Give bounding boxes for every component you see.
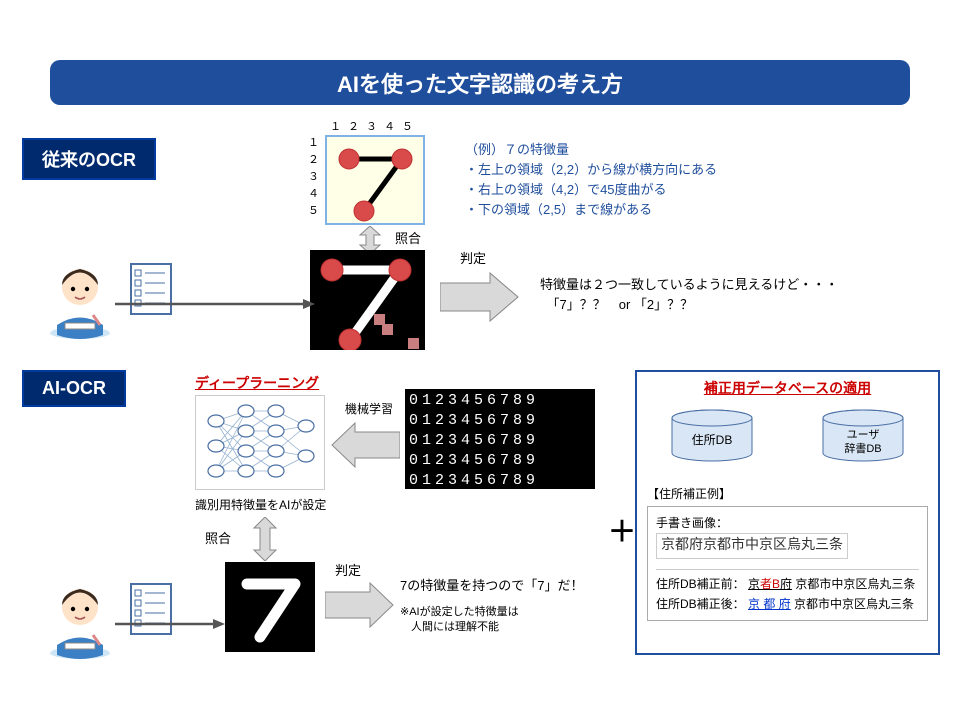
match-label-upper: 照合 xyxy=(395,228,421,247)
noisy-seven-svg xyxy=(310,250,425,350)
before-rest: 京都市中京区烏丸三条 xyxy=(792,577,915,591)
clean-seven-box xyxy=(225,562,315,652)
judge-result-text: 7の特徴量を持つので「7」だ！ xyxy=(400,575,583,594)
section-label-ocr: 従来のOCR xyxy=(22,138,156,180)
mnist-r4: 0123456789 xyxy=(409,471,591,491)
y1: １ xyxy=(308,135,319,152)
grid-y-labels: １ ２ ３ ４ ５ xyxy=(308,135,319,220)
y3: ３ xyxy=(308,169,319,186)
machine-learning-arrow xyxy=(330,420,400,475)
grid-x-labels: １２３４５ xyxy=(325,118,425,134)
bk: 京 xyxy=(748,577,760,591)
ai-label-text: AI-OCR xyxy=(42,378,106,398)
section-label-ai: AI-OCR xyxy=(22,370,126,407)
match-label-lower: 照合 xyxy=(205,528,231,547)
ai-note: ※AIが設定した特徴量は 人間には理解不能 xyxy=(400,605,519,635)
ex-1: ・左上の領域（2,2）から線が横方向にある xyxy=(465,160,717,180)
db-cylinders: 住所DB ユーザ 辞書DB xyxy=(637,408,938,471)
ex-3: ・下の領域（2,5）まで線がある xyxy=(465,200,717,220)
y5: ５ xyxy=(308,203,319,220)
example-text: （例）７の特徴量 ・左上の領域（2,2）から線が横方向にある ・右上の領域（4,… xyxy=(465,140,717,220)
seven-svg xyxy=(327,137,423,223)
ai-note-1: ※AIが設定した特徴量は xyxy=(400,605,519,620)
mnist-r3: 0123456789 xyxy=(409,451,591,471)
y2: ２ xyxy=(308,152,319,169)
correction-title: 【住所補正例】 xyxy=(647,485,938,502)
mnist-r2: 0123456789 xyxy=(409,431,591,451)
arrow-person-to-box-upper xyxy=(115,297,315,316)
person-icon-lower xyxy=(45,575,115,665)
mnist-box: 0123456789 0123456789 0123456789 0123456… xyxy=(405,389,595,489)
neural-net-svg xyxy=(196,396,326,491)
handwriting-row: 手書き画像： 京都府京都市中京区烏丸三条 xyxy=(656,513,919,559)
after-good: 京 都 府 xyxy=(748,597,791,611)
seven-feature-grid xyxy=(325,135,425,225)
j1-1: 特徴量は２つ一致しているように見えるけど・・・ xyxy=(540,275,838,295)
bb: 者B xyxy=(760,577,780,591)
title-bar: AIを使った文字認識の考え方 xyxy=(50,60,910,105)
bf: 府 xyxy=(780,577,792,591)
arrow-person-to-box-lower xyxy=(115,617,225,636)
noisy-seven-box xyxy=(310,250,425,350)
svg-text:住所DB: 住所DB xyxy=(692,433,733,447)
plus-sign: ＋ xyxy=(608,510,636,550)
deep-learning-title: ディープラーニング xyxy=(195,373,319,393)
mnist-r1: 0123456789 xyxy=(409,411,591,431)
ex-h: （例）７の特徴量 xyxy=(465,140,717,160)
judge-arrow-lower xyxy=(325,580,395,635)
clean-seven-svg xyxy=(225,562,315,652)
person-icon-upper xyxy=(45,255,115,345)
correction-box: 手書き画像： 京都府京都市中京区烏丸三条 住所DB補正前： 京者B府 京都市中京… xyxy=(647,506,928,621)
judge-arrow-upper xyxy=(440,270,520,330)
handwriting-image: 京都府京都市中京区烏丸三条 xyxy=(656,533,848,559)
ocr-label-text: 従来のOCR xyxy=(42,150,136,170)
j1-2: 「7」？？ or 「2」？？ xyxy=(540,295,838,315)
before-kyoto: 京者B府 xyxy=(748,577,792,591)
ex-2: ・右上の領域（4,2）で45度曲がる xyxy=(465,180,717,200)
y4: ４ xyxy=(308,186,319,203)
before-row: 住所DB補正前： 京者B府 京都市中京区烏丸三条 xyxy=(656,569,919,594)
before-label: 住所DB補正前： xyxy=(656,577,745,591)
ai-note-2: 人間には理解不能 xyxy=(400,620,519,635)
judge-label-lower: 判定 xyxy=(335,560,361,579)
match-arrow-lower xyxy=(243,517,287,566)
after-rest: 京都市中京区烏丸三条 xyxy=(791,597,914,611)
after-row: 住所DB補正後： 京 都 府 京都市中京区烏丸三条 xyxy=(656,594,919,614)
user-dict-db-cylinder: ユーザ 辞書DB xyxy=(813,408,913,471)
addr-db-cylinder: 住所DB xyxy=(662,408,762,471)
svg-text:ユーザ: ユーザ xyxy=(846,428,879,441)
title-text: AIを使った文字認識の考え方 xyxy=(337,67,623,99)
db-correction-panel: 補正用データベースの適用 住所DB ユーザ 辞書DB 【住所補正例】 手書き画像… xyxy=(635,370,940,655)
after-label: 住所DB補正後： xyxy=(656,597,745,611)
svg-text:辞書DB: 辞書DB xyxy=(844,441,881,455)
mnist-r0: 0123456789 xyxy=(409,391,591,411)
hand-label: 手書き画像： xyxy=(656,516,728,530)
neural-net-box xyxy=(195,395,325,490)
judge-label-upper: 判定 xyxy=(460,248,486,267)
machine-learning-label: 機械学習 xyxy=(345,400,393,417)
judge-text-upper: 特徴量は２つ一致しているように見えるけど・・・ 「7」？？ or 「2」？？ xyxy=(540,275,838,315)
db-panel-title: 補正用データベースの適用 xyxy=(637,378,938,398)
nn-caption: 識別用特徴量をAIが設定 xyxy=(195,496,326,513)
